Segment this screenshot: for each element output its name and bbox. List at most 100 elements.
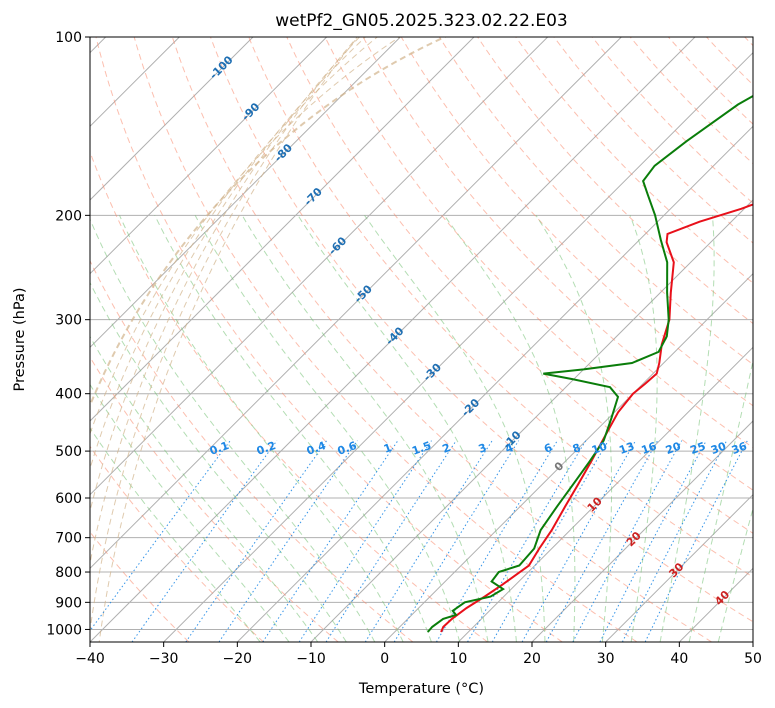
- moist-adiabat: [535, 215, 613, 642]
- x-tick-label: −30: [149, 651, 179, 667]
- x-axis-title: Temperature (°C): [358, 681, 484, 697]
- mixing-ratio-label: 0.6: [336, 439, 359, 458]
- mixing-ratio-line: [644, 440, 748, 642]
- y-tick-label: 400: [55, 387, 82, 403]
- isotherm-label: -30: [421, 360, 444, 383]
- dry-adiabat: [515, 37, 753, 284]
- isotherm-line: [90, 37, 328, 275]
- isotherm-label: 10: [585, 494, 605, 514]
- mixing-ratio-label: 0.4: [305, 439, 328, 458]
- sounding-lines: [427, 94, 753, 633]
- y-tick-label: 300: [55, 313, 82, 329]
- mixing-ratio-line: [545, 440, 659, 642]
- mixing-ratio-line: [90, 440, 231, 632]
- mixing-ratio-label: 36: [730, 440, 749, 458]
- dry-adiabat: [668, 37, 753, 125]
- mixing-ratio-label: 2: [441, 441, 453, 456]
- mixing-ratio-label: 6: [542, 441, 554, 456]
- mixing-ratio-line: [218, 440, 358, 642]
- isotherm-line: [752, 641, 753, 642]
- y-tick-label: 100: [55, 30, 82, 46]
- moist-adiabat: [443, 215, 576, 642]
- dry-adiabat: [90, 356, 339, 642]
- moist-adiabat: [659, 215, 715, 642]
- mixing-ratio-label: 0.1: [208, 439, 231, 458]
- mixing-ratio-line: [572, 440, 683, 642]
- chart-title: wetPf2_GN05.2025.323.02.22.E03: [275, 11, 567, 31]
- mixing-ratio-label: 20: [664, 440, 683, 458]
- isotherm-line: [90, 37, 622, 570]
- isotherm-label: -50: [352, 282, 375, 305]
- isotherm-label: -90: [239, 100, 262, 123]
- mixing-ratio-label: 16: [640, 440, 659, 458]
- y-tick-label: 1000: [46, 622, 82, 638]
- mixing-ratio-label: 13: [617, 440, 636, 457]
- y-tick-label: 200: [55, 208, 82, 224]
- frost-curve: [90, 37, 358, 635]
- dry-adiabat: [133, 37, 638, 642]
- background-lines: [90, 37, 753, 642]
- axes: −40 −30 −20 −10 0 10 20 30 40 5010020030040050060…: [46, 30, 762, 667]
- plot-frame: [89, 36, 754, 643]
- frost-curve: [90, 37, 401, 436]
- mixing-ratio-line: [185, 440, 328, 642]
- frost-curve: [98, 37, 359, 642]
- isotherm-line: [90, 37, 254, 201]
- mixing-ratio-line: [521, 440, 637, 642]
- mixing-ratio-label: 1.5: [410, 439, 433, 458]
- x-tick-label: −20: [223, 651, 253, 667]
- mixing-ratio-label: 4: [503, 441, 515, 456]
- isotherm-line: [236, 125, 753, 642]
- moist-adiabat: [119, 215, 404, 642]
- x-tick-label: 20: [523, 651, 541, 667]
- isotherm-line: [163, 51, 753, 642]
- x-tick-label: −10: [296, 651, 326, 667]
- mixing-ratio-line: [364, 440, 493, 642]
- isotherm-label: -70: [302, 185, 325, 208]
- x-tick-label: 30: [597, 651, 615, 667]
- isotherm-label: -40: [383, 324, 406, 347]
- moist-adiabat: [154, 215, 432, 642]
- mixing-ratio-label: 10: [590, 440, 609, 458]
- dry-adiabat: [477, 37, 753, 325]
- isotherm-label: 20: [624, 529, 644, 549]
- mixing-ratio-label: 8: [571, 441, 583, 456]
- isotherm-line: [90, 37, 475, 422]
- moist-adiabat: [90, 335, 319, 642]
- mixing-ratio-label: 0.2: [255, 439, 278, 458]
- moist-adiabat: [90, 427, 261, 642]
- dry-adiabat: [744, 37, 753, 47]
- x-tick-label: −40: [75, 651, 105, 667]
- isotherm-line: [90, 37, 696, 642]
- x-tick-label: 10: [449, 651, 467, 667]
- dry-adiabat: [706, 37, 753, 86]
- x-tick-label: 50: [744, 651, 762, 667]
- isotherm-line: [384, 272, 753, 642]
- mixing-ratio-label: 1: [382, 441, 394, 456]
- isotherm-label: -10: [500, 428, 523, 451]
- moist-adiabat: [688, 358, 753, 642]
- mixing-ratio-label: 25: [689, 440, 708, 457]
- frost-curve: [90, 37, 379, 471]
- x-tick-label: 0: [380, 651, 389, 667]
- isotherm-line: [605, 493, 753, 642]
- isotherm-line: [678, 567, 753, 642]
- isotherm-line: [90, 37, 549, 496]
- y-tick-label: 500: [55, 444, 82, 460]
- mixing-ratio-line: [131, 440, 278, 642]
- mixing-ratio-line: [491, 440, 609, 642]
- moist-adiabat: [90, 383, 290, 642]
- dewpoint-line: [427, 94, 753, 633]
- dry-adiabat: [629, 37, 753, 165]
- y-tick-label: 600: [55, 491, 82, 507]
- y-axis-title: Pressure (hPa): [12, 287, 28, 391]
- mixing-ratio-line: [262, 440, 399, 642]
- moist-adiabat: [90, 281, 347, 642]
- isotherm-label: -100: [207, 53, 236, 82]
- dry-adiabat: [90, 259, 414, 642]
- dry-adiabat: [95, 37, 563, 642]
- moist-adiabat: [629, 215, 658, 642]
- dry-adiabat: [90, 445, 264, 642]
- dry-adiabat: [400, 37, 753, 407]
